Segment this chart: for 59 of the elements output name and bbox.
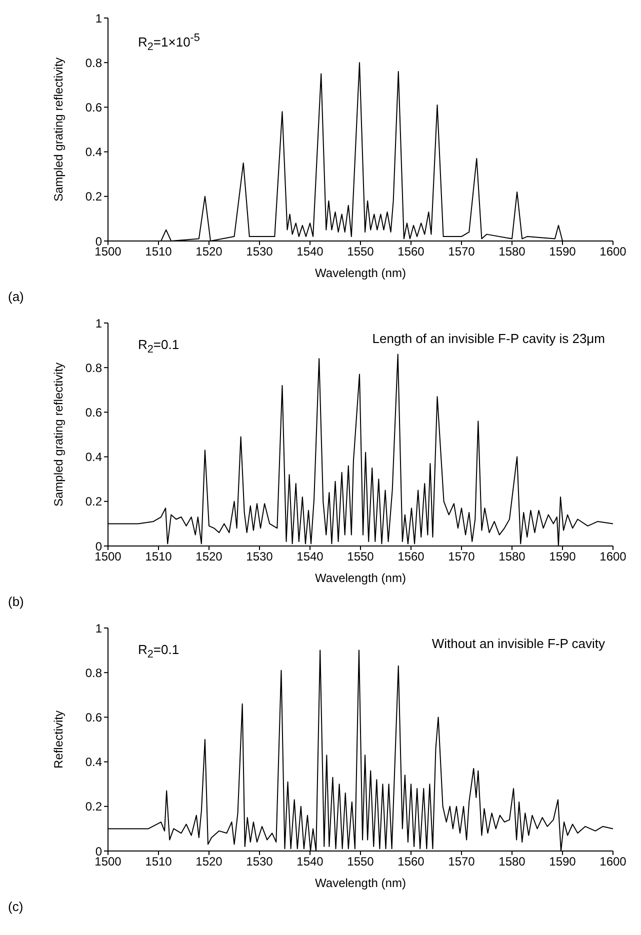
x-tick-label: 1580 bbox=[498, 244, 526, 259]
x-tick-label: 1520 bbox=[196, 244, 223, 259]
x-tick-label: 1560 bbox=[398, 550, 425, 564]
x-tick-label: 1580 bbox=[498, 854, 526, 869]
x-tick-label: 1570 bbox=[448, 550, 476, 564]
y-tick-label: 0.8 bbox=[85, 666, 102, 680]
x-tick-label: 1590 bbox=[549, 244, 576, 259]
x-tick-label: 1510 bbox=[145, 854, 172, 869]
y-tick-label: 0.4 bbox=[85, 145, 102, 160]
x-tick-label: 1520 bbox=[196, 550, 223, 564]
y-tick-label: 0.8 bbox=[85, 360, 102, 375]
x-tick-label: 1530 bbox=[246, 550, 274, 564]
x-tick-label: 1540 bbox=[296, 854, 324, 869]
x-axis-title: Wavelength (nm) bbox=[315, 876, 406, 890]
y-tick-label: 1 bbox=[95, 316, 102, 330]
y-tick-label: 0.2 bbox=[85, 800, 102, 814]
x-tick-label: 1600 bbox=[600, 854, 627, 869]
x-tick-label: 1540 bbox=[296, 244, 324, 259]
x-axis-title: Wavelength (nm) bbox=[315, 571, 406, 585]
x-tick-label: 1600 bbox=[600, 244, 627, 259]
x-tick-label: 1570 bbox=[448, 854, 476, 869]
y-tick-label: 1 bbox=[95, 621, 102, 636]
x-tick-label: 1550 bbox=[347, 244, 374, 259]
annotation: Length of an invisible F-P cavity is 23μm bbox=[372, 331, 605, 346]
annotation: R$_{2}$=1×10$^{-5}$ bbox=[138, 32, 200, 53]
annotation: R$_{2}$=0.1 bbox=[138, 337, 180, 356]
annotation: R$_{2}$=0.1 bbox=[138, 642, 180, 661]
y-tick-label: 0.2 bbox=[85, 494, 102, 509]
y-tick-label: 0.6 bbox=[85, 405, 102, 420]
x-tick-label: 1520 bbox=[196, 854, 223, 869]
x-tick-label: 1550 bbox=[347, 854, 374, 869]
y-axis-title: Sampled grating reflectivity bbox=[51, 362, 66, 507]
x-tick-label: 1590 bbox=[549, 854, 576, 869]
x-tick-label: 1570 bbox=[448, 244, 476, 259]
y-tick-label: 1 bbox=[95, 11, 102, 26]
x-tick-label: 1510 bbox=[145, 244, 172, 259]
text: (b) bbox=[8, 594, 24, 609]
y-axis-title: Reflectivity bbox=[51, 710, 66, 769]
y-axis-title: Sampled grating reflectivity bbox=[51, 57, 66, 202]
y-tick-label: 0.4 bbox=[85, 755, 102, 770]
x-tick-label: 1560 bbox=[398, 854, 425, 869]
annotation: Without an invisible F-P cavity bbox=[432, 636, 605, 651]
x-tick-label: 1600 bbox=[600, 550, 627, 564]
x-tick-label: 1530 bbox=[246, 854, 274, 869]
y-tick-label: 0.2 bbox=[85, 190, 102, 204]
x-tick-label: 1590 bbox=[549, 550, 576, 564]
y-tick-label: 0.6 bbox=[85, 100, 102, 114]
text: (c) bbox=[8, 899, 24, 914]
x-tick-label: 1580 bbox=[498, 550, 526, 564]
x-tick-label: 1550 bbox=[347, 550, 374, 564]
y-tick-label: 0.8 bbox=[85, 56, 102, 70]
y-tick-label: 0.6 bbox=[85, 710, 102, 724]
x-axis-title: Wavelength (nm) bbox=[315, 266, 406, 280]
x-tick-label: 1560 bbox=[398, 244, 425, 259]
text: (a) bbox=[8, 289, 24, 304]
x-tick-label: 1540 bbox=[296, 550, 324, 564]
x-tick-label: 1510 bbox=[145, 550, 172, 564]
x-tick-label: 1530 bbox=[246, 244, 274, 259]
y-tick-label: 0.4 bbox=[85, 450, 102, 464]
